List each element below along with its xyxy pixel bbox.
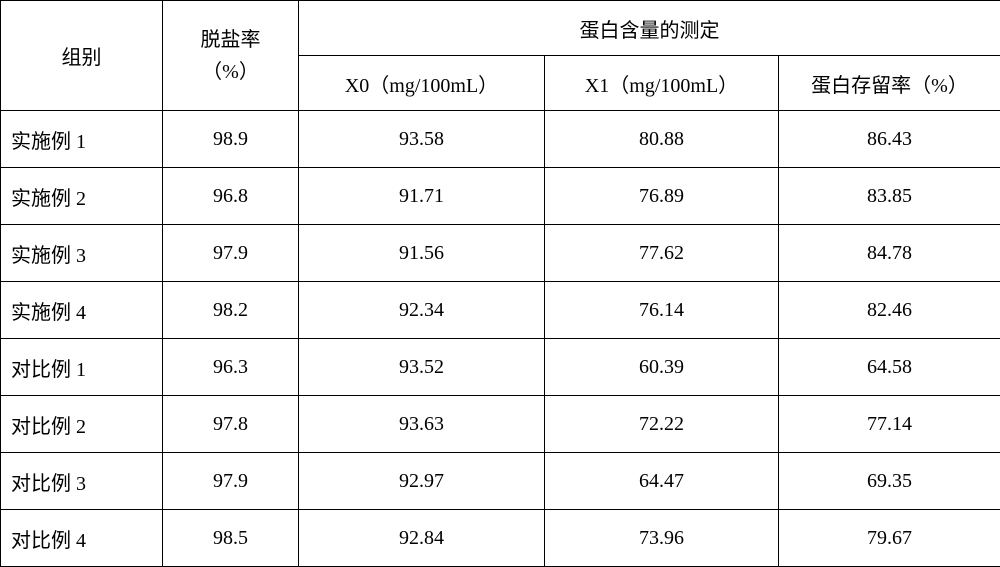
table-row: 对比例 397.992.9764.4769.35	[1, 453, 1000, 510]
cell-group: 实施例 1	[1, 111, 163, 168]
cell-group: 对比例 3	[1, 453, 163, 510]
cell-group: 实施例 4	[1, 282, 163, 339]
cell-group: 实施例 3	[1, 225, 163, 282]
cell-retention: 69.35	[779, 453, 1000, 510]
header-retention: 蛋白存留率（%）	[779, 56, 1000, 111]
cell-retention: 86.43	[779, 111, 1000, 168]
cell-x1: 60.39	[545, 339, 779, 396]
cell-group: 对比例 2	[1, 396, 163, 453]
cell-desalt-rate: 97.8	[163, 396, 299, 453]
cell-x0: 92.97	[299, 453, 545, 510]
cell-x1: 80.88	[545, 111, 779, 168]
cell-x1: 77.62	[545, 225, 779, 282]
table-row: 实施例 397.991.5677.6284.78	[1, 225, 1000, 282]
cell-x0: 91.56	[299, 225, 545, 282]
cell-group: 对比例 1	[1, 339, 163, 396]
table-row: 实施例 296.891.7176.8983.85	[1, 168, 1000, 225]
cell-retention: 77.14	[779, 396, 1000, 453]
cell-x1: 72.22	[545, 396, 779, 453]
cell-retention: 83.85	[779, 168, 1000, 225]
cell-x0: 93.63	[299, 396, 545, 453]
cell-x1: 64.47	[545, 453, 779, 510]
cell-x1: 76.89	[545, 168, 779, 225]
cell-x0: 91.71	[299, 168, 545, 225]
header-x0: X0（mg/100mL）	[299, 56, 545, 111]
cell-group: 对比例 4	[1, 510, 163, 567]
cell-retention: 84.78	[779, 225, 1000, 282]
cell-desalt-rate: 98.9	[163, 111, 299, 168]
cell-x0: 92.34	[299, 282, 545, 339]
header-desalt-rate-unit: （%）	[202, 61, 259, 83]
cell-desalt-rate: 96.3	[163, 339, 299, 396]
cell-desalt-rate: 97.9	[163, 225, 299, 282]
cell-retention: 79.67	[779, 510, 1000, 567]
cell-retention: 64.58	[779, 339, 1000, 396]
cell-desalt-rate: 98.2	[163, 282, 299, 339]
header-desalt-rate: 脱盐率 （%）	[163, 1, 299, 111]
table-row: 实施例 198.993.5880.8886.43	[1, 111, 1000, 168]
cell-x1: 73.96	[545, 510, 779, 567]
header-group: 组别	[1, 1, 163, 111]
table-row: 对比例 297.893.6372.2277.14	[1, 396, 1000, 453]
cell-x0: 92.84	[299, 510, 545, 567]
cell-x0: 93.58	[299, 111, 545, 168]
header-protein: 蛋白含量的测定	[299, 1, 1000, 56]
cell-desalt-rate: 97.9	[163, 453, 299, 510]
cell-retention: 82.46	[779, 282, 1000, 339]
cell-group: 实施例 2	[1, 168, 163, 225]
table-body: 实施例 198.993.5880.8886.43实施例 296.891.7176…	[1, 111, 1000, 567]
cell-x1: 76.14	[545, 282, 779, 339]
data-table: 组别 脱盐率 （%） 蛋白含量的测定 X0（mg/100mL） X1（mg/10…	[0, 0, 1000, 567]
cell-desalt-rate: 96.8	[163, 168, 299, 225]
table-row: 实施例 498.292.3476.1482.46	[1, 282, 1000, 339]
table-row: 对比例 196.393.5260.3964.58	[1, 339, 1000, 396]
header-x1: X1（mg/100mL）	[545, 56, 779, 111]
header-desalt-rate-label: 脱盐率	[201, 29, 261, 51]
cell-x0: 93.52	[299, 339, 545, 396]
table-row: 对比例 498.592.8473.9679.67	[1, 510, 1000, 567]
cell-desalt-rate: 98.5	[163, 510, 299, 567]
